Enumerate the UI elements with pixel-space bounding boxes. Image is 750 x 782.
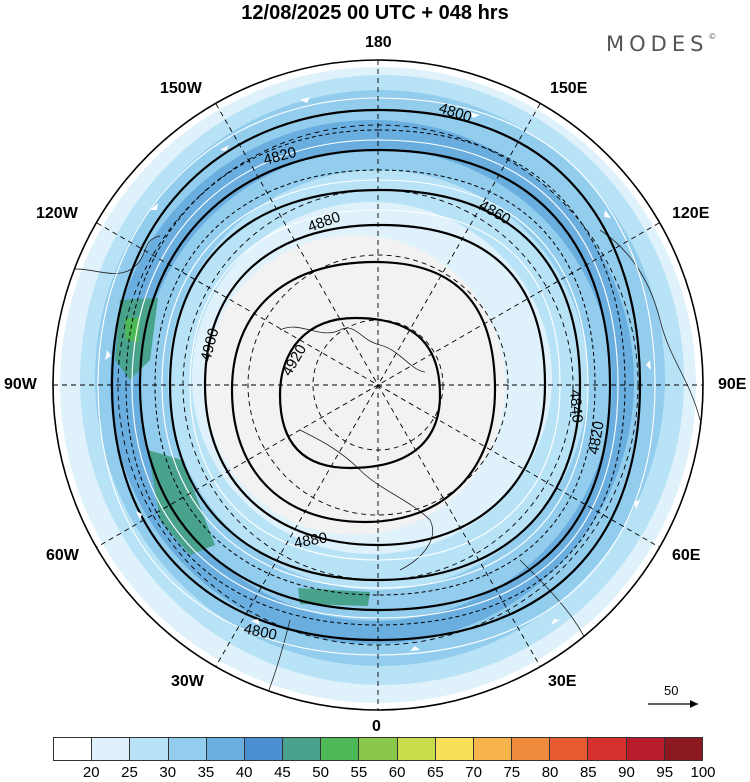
reference-vector-label: 50 — [664, 683, 679, 698]
colorbar-cell — [397, 738, 436, 760]
polar-map: 4800 4820 4900 4920 4880 4860 4840 4820 … — [52, 59, 704, 711]
colorbar-tick-label: 100 — [690, 764, 716, 781]
colorbar-tick-label: 85 — [579, 764, 597, 781]
colorbar-cell — [168, 738, 207, 760]
colorbar-tick-label: 90 — [618, 764, 635, 781]
lon-label-0: 0 — [372, 718, 381, 735]
colorbar-cell — [92, 738, 131, 760]
colorbar-tick-label: 25 — [121, 764, 138, 781]
graticule — [53, 60, 703, 710]
colorbar-tick-label: 95 — [656, 764, 674, 781]
reference-vector — [648, 700, 698, 708]
map-title: 12/08/2025 00 UTC + 048 hrs — [241, 2, 509, 24]
colorbar-cell — [626, 738, 665, 760]
stream-arrowheads — [105, 97, 651, 651]
secondary-contours — [125, 129, 626, 626]
colorbar-cell — [130, 738, 169, 760]
colorbar-cell — [54, 738, 93, 760]
map-boundary — [52, 59, 704, 711]
lon-label-180: 180 — [365, 34, 392, 51]
colorbar-tick-label: 80 — [541, 764, 559, 781]
colorbar-cell — [321, 738, 360, 760]
colorbar-tick-label: 35 — [197, 764, 215, 781]
colorbar-cell — [664, 738, 702, 760]
lon-label-120e: 120E — [672, 205, 710, 222]
colorbar-tick-label: 75 — [503, 764, 521, 781]
contour-label-4840: 4840 — [566, 389, 586, 424]
colorbar-cell — [473, 738, 513, 760]
colorbar-cell — [550, 738, 589, 760]
lon-label-150w: 150W — [160, 80, 202, 97]
colorbar-tick-label: 65 — [427, 764, 444, 781]
brand-logo: MODES© — [606, 32, 717, 56]
contour-label-4880-south: 4880 — [293, 529, 329, 552]
colorbar — [53, 737, 703, 761]
colorbar-cell — [206, 738, 245, 760]
colorbar-cell — [283, 738, 322, 760]
lon-label-60w: 60W — [46, 547, 79, 564]
colorbar-cell — [512, 738, 551, 760]
colorbar-cell — [435, 738, 474, 760]
colorbar-tick-label: 30 — [159, 764, 177, 781]
lon-label-60e: 60E — [672, 547, 701, 564]
colorbar-tick-label: 60 — [388, 764, 406, 781]
colorbar-cell — [244, 738, 284, 760]
lon-label-30e: 30E — [548, 673, 577, 690]
colorbar-tick-label: 55 — [350, 764, 368, 781]
contour-label-4800-south: 4800 — [242, 620, 278, 644]
lon-label-120w: 120W — [36, 205, 78, 222]
contour-label-4820-east: 4820 — [585, 420, 608, 456]
colorbar-tick-label: 45 — [274, 764, 291, 781]
lon-label-90e: 90E — [718, 376, 747, 393]
colorbar-cell — [588, 738, 627, 760]
lon-label-150e: 150E — [550, 80, 588, 97]
colorbar-ticks: 20 25 30 35 40 45 50 55 60 65 70 75 80 85 90 95 100 — [53, 762, 716, 782]
lon-label-30w: 30W — [171, 673, 204, 690]
colorbar-tick-label: 70 — [465, 764, 482, 781]
colorbar-tick-label: 20 — [82, 764, 100, 781]
colorbar-tick-label: 40 — [235, 764, 253, 781]
colorbar-cell — [359, 738, 398, 760]
lon-label-90w: 90W — [4, 376, 37, 393]
contour-label-group: 4800 4820 4900 4920 4880 4860 4840 4820 … — [197, 100, 607, 644]
colorbar-tick-label: 50 — [312, 764, 329, 781]
